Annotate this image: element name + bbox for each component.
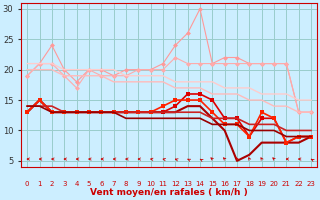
X-axis label: Vent moyen/en rafales ( km/h ): Vent moyen/en rafales ( km/h ) <box>90 188 248 197</box>
